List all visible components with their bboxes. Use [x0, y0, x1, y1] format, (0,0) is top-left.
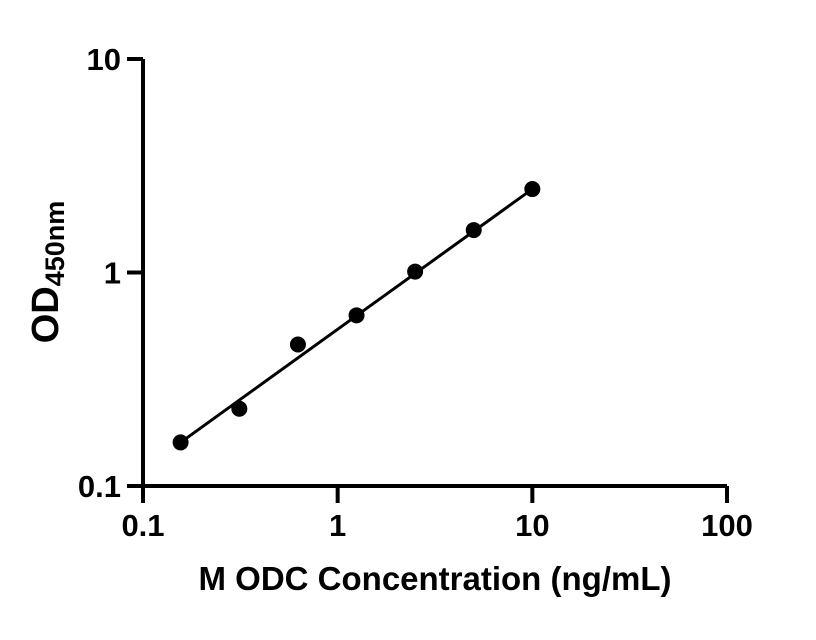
y-axis-title-subscript: 450nm [40, 201, 70, 287]
x-tick-label: 100 [701, 508, 753, 543]
x-tick-label: 10 [515, 508, 549, 543]
y-axis-title: OD450nm [25, 201, 70, 344]
axis-spine [141, 59, 727, 488]
y-tick-label: 1 [104, 256, 121, 291]
data-point [465, 222, 482, 239]
y-tick-label: 0.1 [78, 469, 121, 504]
y-axis-title-main: OD [25, 286, 67, 343]
data-points [172, 181, 541, 451]
y-tick-label: 10 [87, 42, 121, 77]
plot-axes [141, 59, 727, 488]
x-tick-label: 0.1 [121, 508, 164, 543]
data-point [172, 434, 189, 451]
data-point [524, 181, 541, 198]
data-point [407, 263, 424, 280]
axis-ticks [127, 57, 729, 503]
data-point [231, 400, 248, 417]
data-point [348, 307, 365, 324]
x-axis-title: M ODC Concentration (ng/mL) [199, 560, 672, 597]
x-tick-label: 1 [329, 508, 346, 543]
tick-labels: 0.1 1 10 0.1 1 10 100 [78, 42, 753, 543]
data-point [289, 336, 306, 353]
